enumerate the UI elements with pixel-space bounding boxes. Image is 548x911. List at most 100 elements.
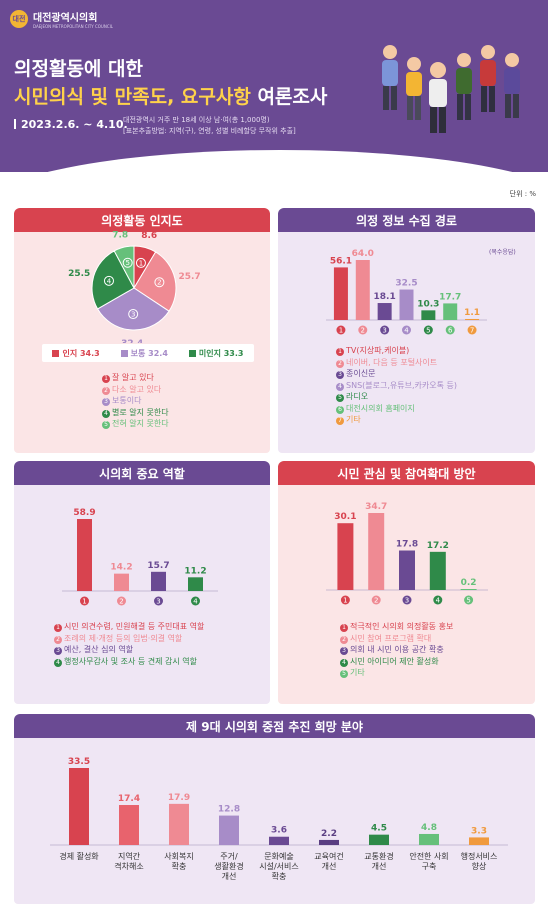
slice-number: 5: [125, 259, 129, 267]
legend-number: 2: [102, 386, 110, 395]
council-emblem-icon: 대전: [10, 10, 28, 28]
bar-number-marker: [402, 325, 411, 335]
participation-title: 시민 관심 및 참여확대 방안: [278, 461, 535, 485]
bar-value-label: 30.1: [334, 512, 356, 522]
bar-category-label: 주거/생활환경 개선: [214, 852, 243, 881]
legend-item: 4 SNS(블로그,유튜브,카카오톡 등): [336, 380, 457, 392]
bar-category-label: 7: [470, 327, 474, 335]
legend-text: 별로 알지 못한다: [112, 407, 169, 417]
legend-number: 2: [336, 359, 344, 368]
legend-text: 시민 아이디어 제안 활성화: [350, 656, 439, 666]
legend-number: 2: [340, 635, 348, 644]
awareness-pie-chart: 1 8.6 2 25.7 3 32.4 4 25.5 5 7.8: [68, 231, 201, 343]
bar-category-label: 4: [436, 597, 441, 605]
slice-number: 1: [139, 259, 143, 267]
pie-legend-entry: 인지 34.3: [52, 348, 100, 359]
multiple-response-note: (복수응답): [489, 249, 516, 256]
bar-value-label: 17.4: [118, 794, 140, 804]
legend-text: 다소 알고 있다: [112, 384, 162, 394]
bar-number-marker: [467, 325, 477, 335]
legend-text: 적극적인 시의회 의정활동 홍보: [350, 622, 454, 631]
slice-number-marker: [128, 309, 139, 320]
bar: [419, 833, 439, 845]
legend-text: 보통이다: [112, 396, 142, 405]
legend-text: 기타: [346, 415, 361, 424]
focus-panel: 제 9대 시의회 중점 추진 희망 분야 33.5 경제 활성화 17.4 지역간 격차…: [14, 714, 535, 904]
people-illustration: [382, 45, 520, 133]
bar: [399, 289, 414, 320]
bar-number-marker: [464, 595, 474, 605]
slice-value-label: 32.4: [121, 339, 143, 343]
bar-value-label: 4.5: [371, 824, 387, 834]
pie-slice: [113, 245, 135, 289]
awareness-panel: 의정활동 인지도 1 8.6 2 25.7 3 32.4 4 25.5 5 7.8 인지 34.3…: [14, 208, 270, 453]
bar-value-label: 58.9: [73, 508, 95, 518]
legend-number: 4: [54, 658, 62, 667]
bar-number-marker: [336, 325, 346, 335]
legend-item: 5 라디오: [336, 391, 457, 403]
legend-text: 네이버, 다음 등 포털사이트: [346, 357, 438, 367]
slice-number: 3: [131, 311, 135, 319]
participation-bar-chart: 30.1 1 34.7 2 17.8 3 17.2 4 0.2 5: [326, 502, 488, 605]
bar-value-label: 17.9: [168, 793, 190, 803]
bar: [369, 834, 389, 845]
bar-category-label: 6: [448, 327, 453, 335]
legend-text: SNS(블로그,유튜브,카카오톡 등): [346, 380, 457, 390]
bar-category-label: 4: [404, 327, 409, 335]
bar-value-label: 10.3: [417, 299, 439, 309]
bar-value-label: 56.1: [330, 256, 352, 266]
bar: [460, 589, 477, 590]
slice-value-label: 8.6: [141, 231, 157, 241]
bar-number-marker: [445, 325, 455, 335]
bar-number-marker: [191, 596, 200, 606]
legend-item: 3 의회 내 시민 이용 공간 확충: [340, 644, 453, 656]
legend-number: 2: [54, 635, 62, 644]
legend-text: 종이신문: [346, 369, 376, 378]
bar: [443, 303, 458, 320]
slice-number-marker: [154, 277, 165, 288]
legend-number: 6: [336, 405, 344, 414]
bar: [355, 260, 370, 320]
role-title: 시의회 중요 역할: [14, 461, 270, 485]
bar-value-label: 15.7: [147, 561, 169, 571]
bar-category-label: 지역간 격차해소: [114, 851, 143, 871]
legend-number: 5: [102, 421, 110, 429]
focus-title: 제 9대 시의회 중점 추진 희망 분야: [14, 714, 535, 738]
bar: [188, 577, 203, 591]
bar-category-label: 안전한 사회 구축: [409, 851, 448, 871]
unit-label: 단위 : %: [509, 190, 536, 198]
org-name: 대전광역시의회: [33, 13, 98, 24]
bar-value-label: 14.2: [110, 563, 132, 573]
bar-value-label: 33.5: [68, 757, 90, 767]
legend-item: 2 조례의 제·개정 등의 입법·의결 역할: [54, 633, 204, 645]
legend-item: 1 시민 의견수렴, 민원해결 등 주민대표 역할: [54, 621, 204, 633]
legend-item: 6 대전시의회 홈페이지: [336, 403, 457, 415]
bar-value-label: 18.1: [374, 292, 396, 302]
participation-legend-list: 1 적극적인 시의회 의정활동 홍보 2 시민 참여 프로그램 확대 3 의회 내 시민 …: [340, 621, 453, 679]
title-highlight: 시민의식 및 만족도, 요구사항: [14, 86, 251, 108]
bar-value-label: 34.7: [365, 502, 387, 512]
bar: [219, 815, 239, 845]
bar-number-marker: [358, 325, 368, 335]
bar-category-label: 4: [193, 598, 198, 606]
bar-number-marker: [371, 595, 381, 605]
bar-number-marker: [380, 325, 390, 335]
legend-item: 2 다소 알고 있다: [102, 384, 169, 396]
bar-number-marker: [117, 596, 126, 606]
bar-value-label: 17.7: [439, 292, 461, 302]
survey-date: 2023.2.6. ~ 4.10.: [14, 118, 128, 131]
legend-number: 1: [102, 375, 110, 383]
bar: [77, 519, 92, 591]
legend-text: 조례의 제·개정 등의 입법·의결 역할: [64, 633, 183, 643]
legend-number: 3: [340, 647, 348, 655]
bar-value-label: 0.2: [461, 578, 477, 588]
legend-number: 4: [102, 409, 110, 418]
title-line2: 시민의식 및 만족도, 요구사항 여론조사: [14, 82, 327, 109]
bar: [421, 310, 436, 320]
legend-text: 시민 참여 프로그램 확대: [350, 633, 432, 643]
bar: [377, 303, 392, 320]
bar-value-label: 17.2: [427, 541, 449, 551]
info-legend-list: 1 TV(지상파,케이블) 2 네이버, 다음 등 포털사이트 3 종이신문 4 SNS(블로…: [336, 345, 457, 426]
bar-category-label: 3: [382, 327, 386, 335]
